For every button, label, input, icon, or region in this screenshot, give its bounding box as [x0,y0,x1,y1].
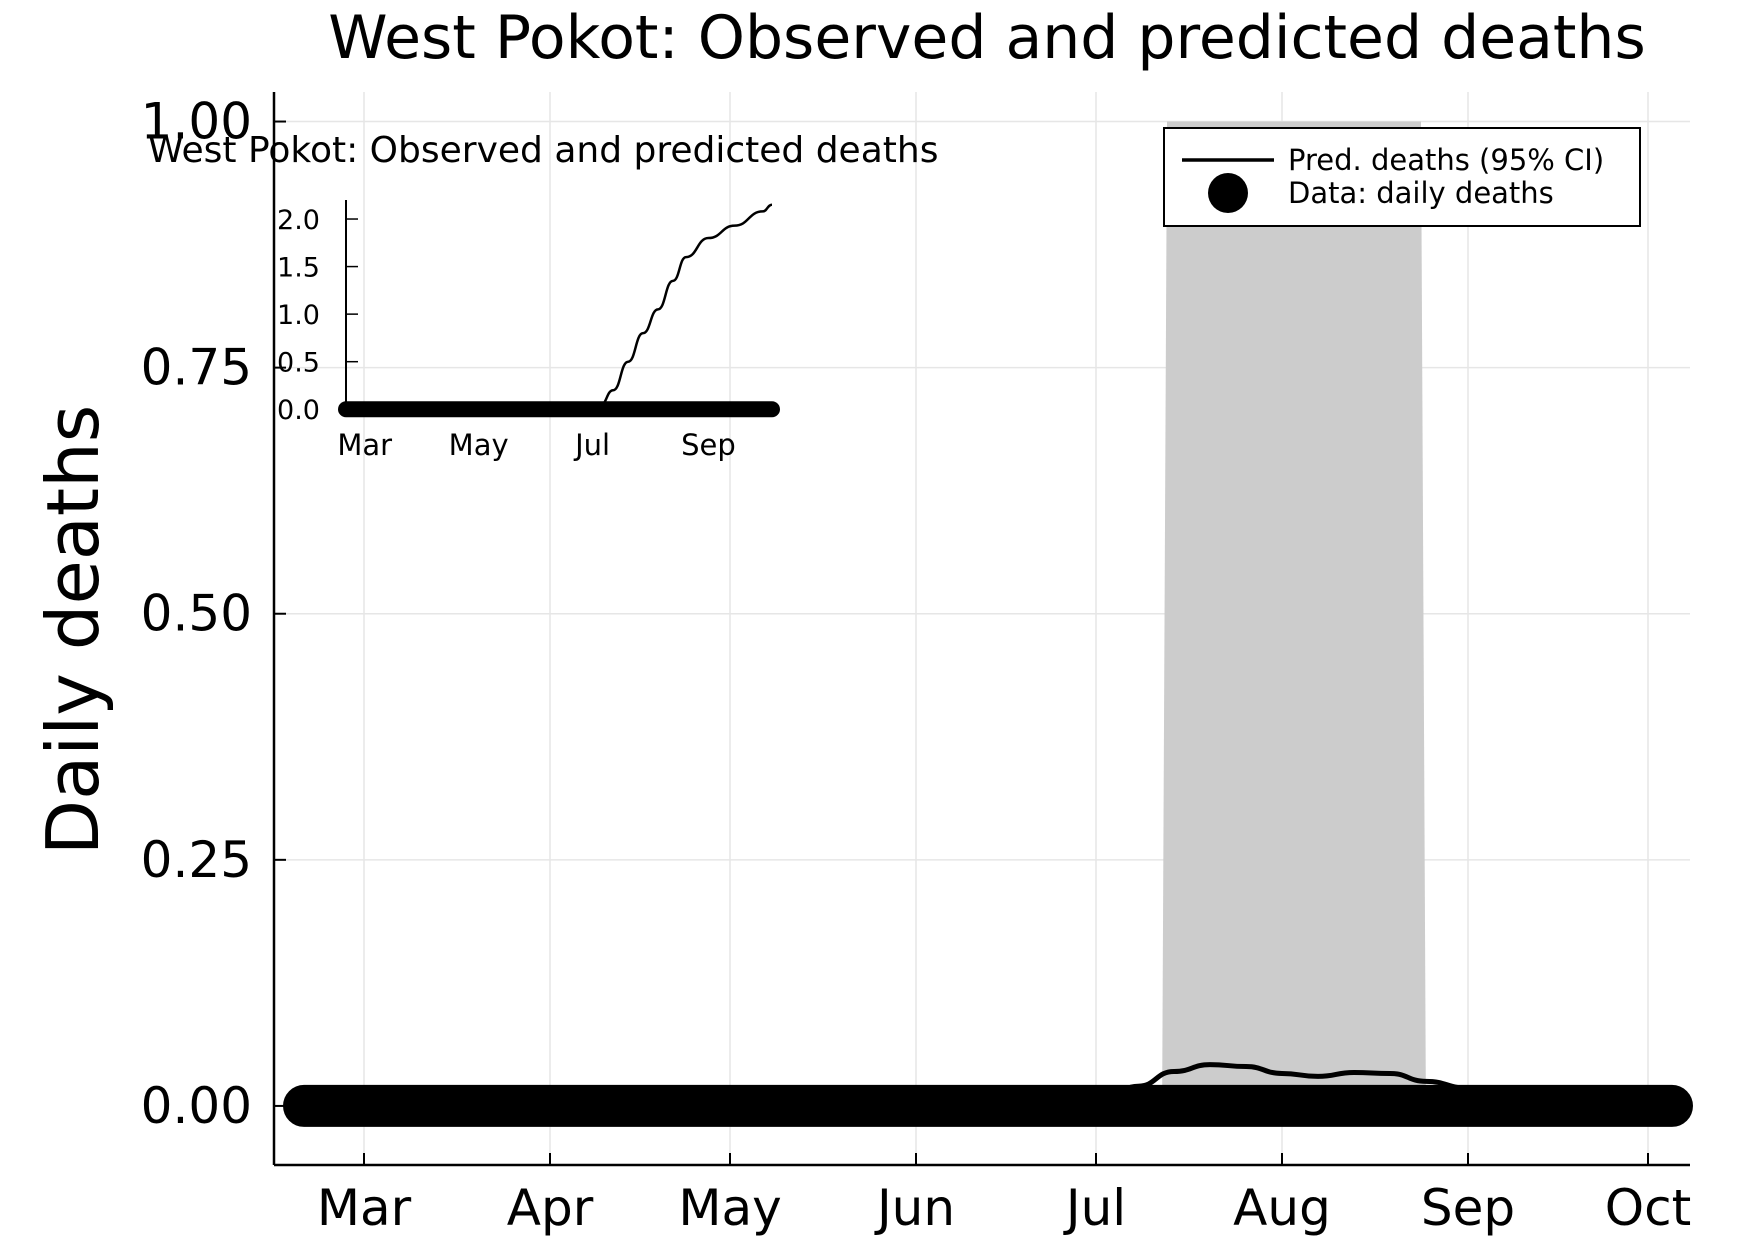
inset-predicted-deaths-line [346,203,773,411]
y-tick-label: 0.50 [141,585,252,643]
inset-data-layer [338,203,780,418]
y-tick-label: 1.00 [141,93,252,151]
x-tick-label: Apr [507,1179,594,1237]
legend: Pred. deaths (95% CI) Data: daily deaths [1163,127,1641,227]
y-tick-label: 0.75 [141,339,252,397]
x-tick-label: Mar [317,1179,412,1237]
confidence-band [1162,121,1426,1126]
x-tick-label: Oct [1605,1179,1691,1237]
y-axis-label: Daily deaths [31,405,115,856]
inset-x-tick-label: May [449,428,509,462]
inset-chart: West Pokot: Observed and predicted death… [148,130,938,462]
predicted-deaths-line [303,1062,1673,1109]
x-tick-label: Jul [1063,1179,1126,1237]
legend-box [1163,127,1641,227]
legend-marker-swatch [1208,173,1248,213]
inset-x-tick-label: Sep [681,428,736,462]
main-axes: Mar Apr May Jun Jul Aug Sep Oct 0.00 0.25 0.50 0.75… [141,92,1691,1237]
inset-x-tick-label: Jul [573,428,610,462]
legend-label-data: Data: daily deaths [1288,176,1554,210]
ci-band-area [1162,121,1426,1126]
main-gridlines [274,92,1690,1165]
legend-label-pred: Pred. deaths (95% CI) [1288,143,1604,177]
inset-y-tick-label: 0.5 [277,348,320,379]
main-chart-title: West Pokot: Observed and predicted death… [328,3,1645,73]
inset-axes: Mar May Jul Sep 0.0 0.5 1.0 1.5 2.0 [277,200,772,462]
y-tick-label: 0.25 [141,831,252,889]
inset-chart-title: West Pokot: Observed and predicted death… [148,130,938,171]
x-tick-label: Aug [1233,1179,1331,1237]
x-tick-label: Jun [874,1179,955,1237]
inset-x-tick-label: Mar [337,428,392,462]
inset-y-tick-label: 2.0 [277,205,320,236]
inset-y-tick-label: 1.0 [277,300,320,331]
inset-y-tick-label: 0.0 [277,395,320,426]
x-tick-label: May [678,1179,781,1237]
main-data-layer [283,1062,1693,1127]
y-tick-label: 0.00 [141,1077,252,1135]
x-tick-label: Sep [1421,1179,1515,1237]
inset-y-tick-label: 1.5 [277,253,320,284]
